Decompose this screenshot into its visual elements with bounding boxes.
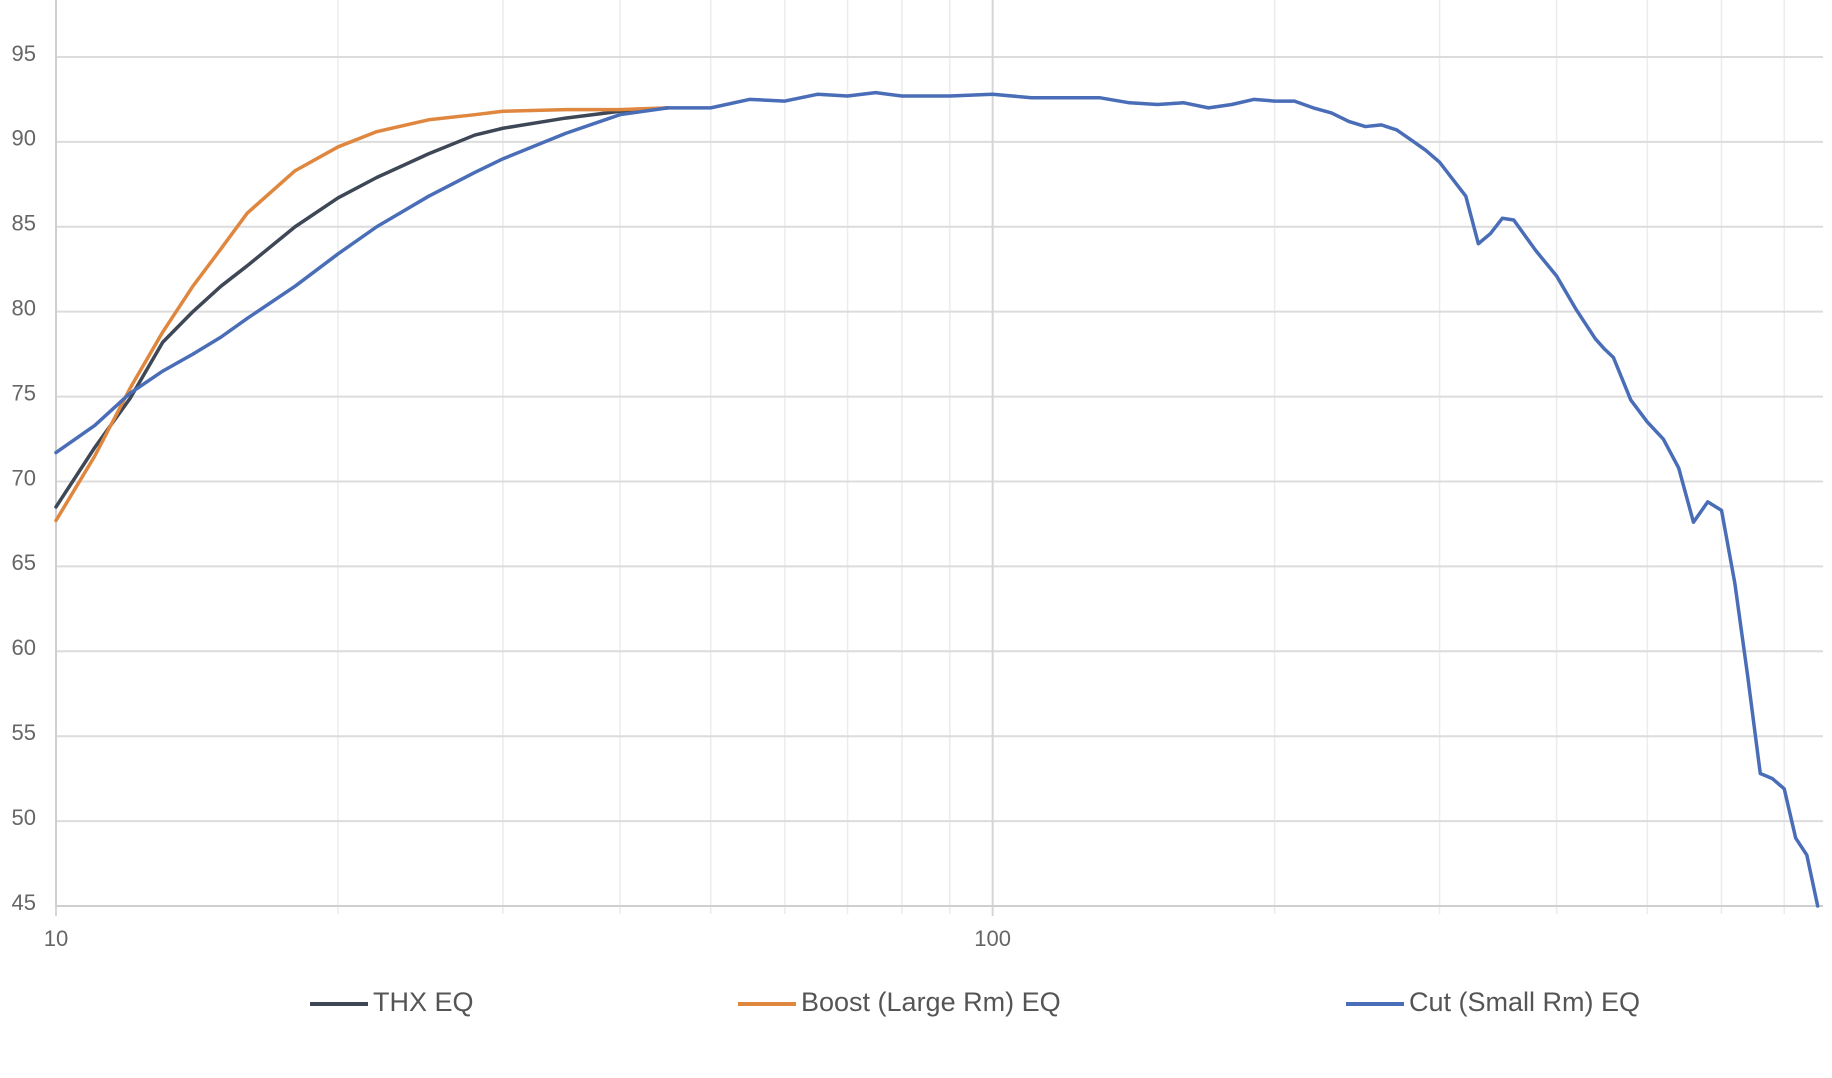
y-tick-label: 85: [12, 211, 36, 236]
y-tick-label: 50: [12, 805, 36, 830]
x-tick-label: 10: [44, 926, 68, 951]
y-tick-label: 90: [12, 126, 36, 151]
y-tick-label: 65: [12, 550, 36, 575]
y-tick-label: 75: [12, 380, 36, 405]
legend-label: THX EQ: [373, 987, 474, 1017]
legend-label: Boost (Large Rm) EQ: [801, 987, 1061, 1017]
y-tick-label: 60: [12, 635, 36, 660]
legend-label: Cut (Small Rm) EQ: [1409, 987, 1640, 1017]
plot-area: [54, 90, 1820, 908]
series-line: [54, 90, 1820, 908]
legend: THX EQ Boost (Large Rm) EQ Cut (Small Rm) …: [310, 987, 1640, 1017]
grid: 45 50 55 60 65 70 75 80 85 90 95 10 100: [12, 0, 1823, 951]
series-line: [54, 106, 670, 509]
y-tick-label: 45: [12, 890, 36, 915]
y-tick-label: 80: [12, 295, 36, 320]
y-tick-label: 95: [12, 41, 36, 66]
y-tick-label: 70: [12, 465, 36, 490]
x-tick-label: 100: [974, 926, 1011, 951]
y-tick-label: 55: [12, 720, 36, 745]
series-line: [54, 106, 670, 523]
